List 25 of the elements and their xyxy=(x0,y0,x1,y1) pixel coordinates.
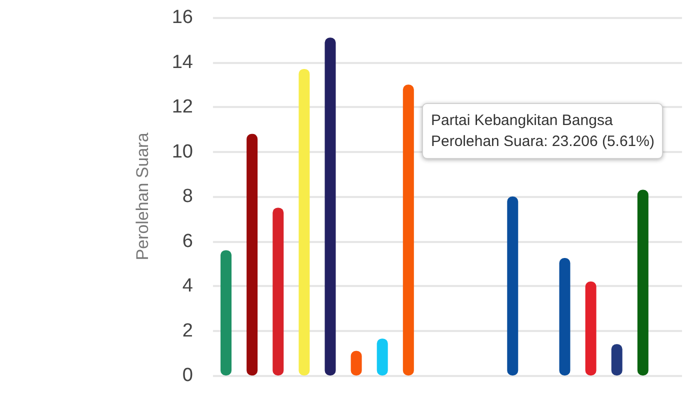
bar xyxy=(559,258,570,376)
y-axis-title: Perolehan Suara xyxy=(133,132,152,260)
bar xyxy=(272,208,284,376)
y-tick-label: 14 xyxy=(172,52,194,73)
y-tick-label: 12 xyxy=(172,96,193,118)
y-tick-label: 6 xyxy=(182,230,193,252)
tooltip-box: Partai Kebangkitan Bangsa Perolehan Suara: 23.206 (5.61%) xyxy=(422,103,664,159)
annotation: Partai Kebangkitan Bangsa xyxy=(431,111,614,131)
y-tick-label: 16 xyxy=(172,7,193,28)
y-tick-label: 10 xyxy=(172,141,193,162)
bar xyxy=(220,250,232,376)
bar xyxy=(324,38,336,376)
bar xyxy=(507,196,518,376)
bar xyxy=(637,190,648,376)
y-tick-label: 0 xyxy=(182,365,193,386)
bar xyxy=(402,84,414,376)
y-tick-label: 8 xyxy=(182,186,193,207)
annotation: Perolehan Suara: 23.206 (5.61%) xyxy=(431,132,654,152)
bar xyxy=(585,282,596,376)
y-tick-label: 4 xyxy=(182,276,194,296)
bar xyxy=(611,344,622,376)
bar xyxy=(298,68,310,376)
y-tick-label: 2 xyxy=(182,320,193,342)
bar xyxy=(246,134,258,376)
bar xyxy=(376,338,388,376)
